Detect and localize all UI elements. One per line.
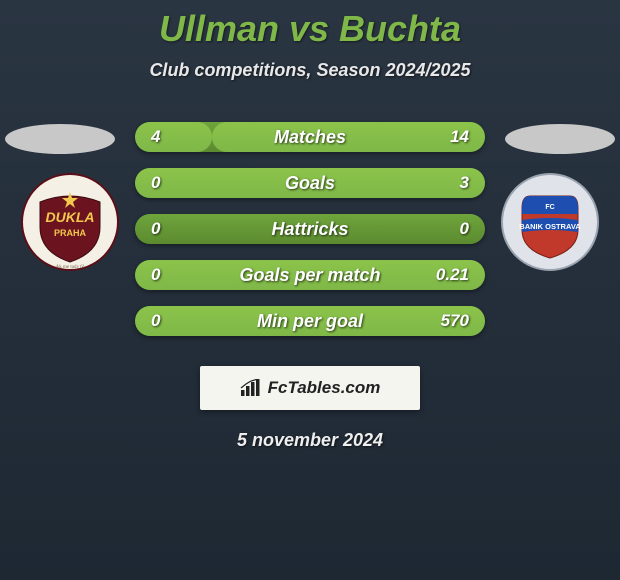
subtitle: Club competitions, Season 2024/2025 xyxy=(0,60,620,81)
stat-value-right: 0.21 xyxy=(433,265,469,285)
stat-row-min-per-goal: 0 Min per goal 570 xyxy=(135,306,485,336)
svg-text:BANIK OSTRAVA: BANIK OSTRAVA xyxy=(519,222,581,231)
stat-row-hattricks: 0 Hattricks 0 xyxy=(135,214,485,244)
svg-text:FC: FC xyxy=(545,204,554,211)
svg-text:PRAHA: PRAHA xyxy=(54,228,87,238)
bar-chart-icon xyxy=(240,379,262,397)
stat-row-goals-per-match: 0 Goals per match 0.21 xyxy=(135,260,485,290)
club-crest-left: DUKLA PRAHA Ak me tady 6! xyxy=(20,172,120,272)
player-ellipse-right xyxy=(505,124,615,154)
svg-text:Ak me tady 6!: Ak me tady 6! xyxy=(56,265,85,270)
date-text: 5 november 2024 xyxy=(135,430,485,451)
stat-value-right: 3 xyxy=(433,173,469,193)
svg-text:DUKLA: DUKLA xyxy=(46,209,95,225)
club-crest-right: FC BANIK OSTRAVA xyxy=(500,172,600,272)
brand-text: FcTables.com xyxy=(268,378,381,398)
stat-row-goals: 0 Goals 3 xyxy=(135,168,485,198)
stats-container: 4 Matches 14 0 Goals 3 0 Hattricks 0 0 G… xyxy=(135,122,485,352)
footer: FcTables.com 5 november 2024 xyxy=(135,356,485,451)
player-ellipse-left xyxy=(5,124,115,154)
stat-value-right: 570 xyxy=(433,311,469,331)
stat-row-matches: 4 Matches 14 xyxy=(135,122,485,152)
brand-badge[interactable]: FcTables.com xyxy=(200,366,420,410)
stat-value-right: 14 xyxy=(433,127,469,147)
page-title: Ullman vs Buchta xyxy=(0,0,620,50)
stat-value-right: 0 xyxy=(433,219,469,239)
